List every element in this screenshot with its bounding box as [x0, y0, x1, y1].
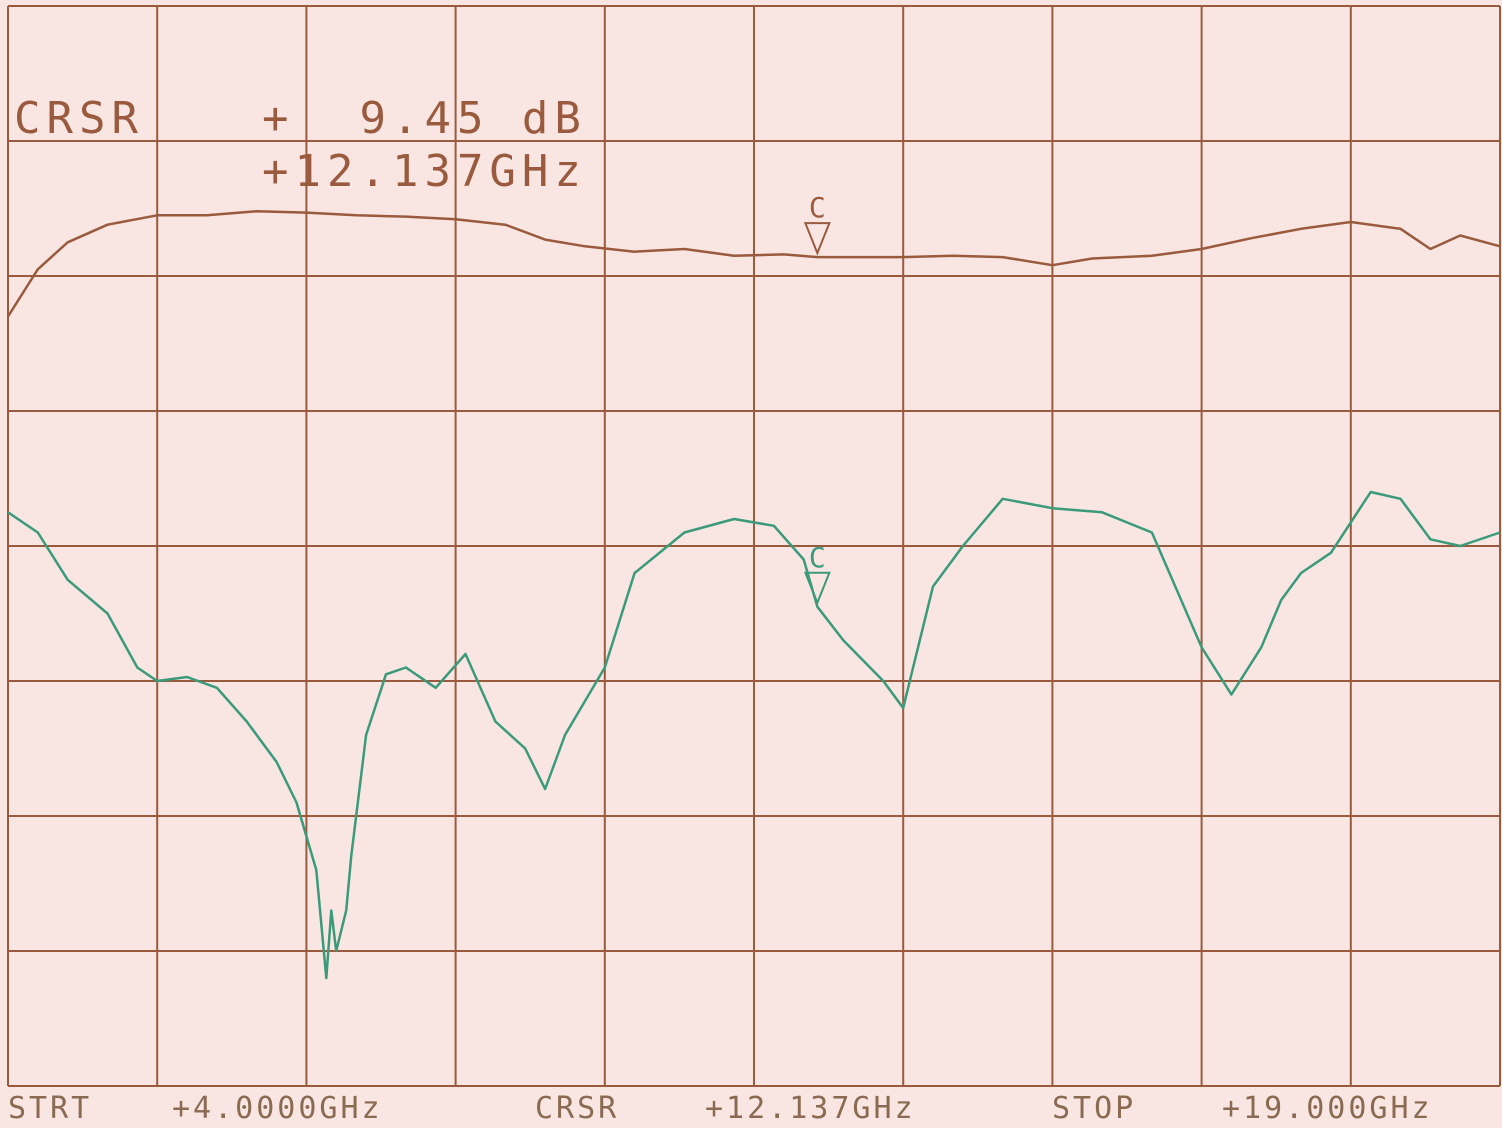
readout-amplitude: + 9.45 dB	[262, 93, 587, 144]
readout-label: CRSR	[14, 93, 144, 144]
graticule	[7, 5, 1501, 1087]
readout-frequency: +12.137GHz	[262, 146, 587, 197]
cursor-markers: CC	[803, 191, 831, 606]
stop-value: +19.000GHz	[1222, 1091, 1433, 1126]
status-footer: STRT +4.0000GHz CRSR +12.137GHz STOP +19…	[8, 1091, 1433, 1126]
cursor-value: +12.137GHz	[705, 1091, 916, 1126]
cursor-marker-icon	[803, 571, 831, 606]
traces	[6, 209, 1501, 980]
stop-label: STOP	[1052, 1091, 1136, 1126]
cursor-readout: CRSR + 9.45 dB +12.137GHz	[14, 93, 587, 197]
trace-upper	[6, 209, 1501, 318]
start-label: STRT	[8, 1091, 92, 1126]
start-value: +4.0000GHz	[172, 1091, 383, 1126]
trace-lower	[7, 490, 1501, 980]
cursor-marker-label: C	[809, 191, 826, 224]
cursor-marker-label: C	[809, 541, 826, 574]
cursor-label: CRSR	[535, 1091, 619, 1126]
cursor-marker-icon	[803, 222, 831, 256]
